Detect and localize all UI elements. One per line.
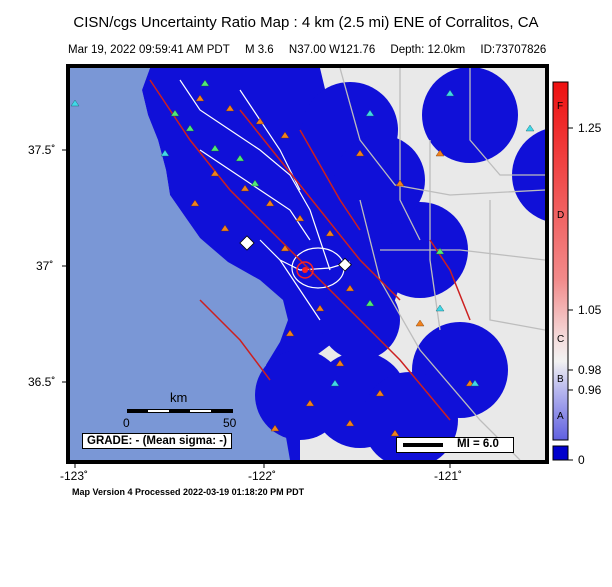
colorbar-value-0-98: 0.98 <box>578 363 602 377</box>
lon-label-122: -122˚ <box>248 469 277 483</box>
event-depth: Depth: 12.0km <box>390 44 466 56</box>
event-id: ID:73707826 <box>480 44 547 56</box>
lat-label-37-5: 37.5˚ <box>28 143 56 157</box>
map-area <box>70 68 545 460</box>
map-title: CISN/cgs Uncertainty Ratio Map : 4 km (2… <box>73 14 539 31</box>
epicenter-marker <box>296 261 314 279</box>
grade-letter-d: D <box>557 210 565 221</box>
stations-orange <box>190 94 475 437</box>
highway-shields <box>239 235 352 272</box>
faults <box>149 79 471 421</box>
colorbar-value-1-05: 1.05 <box>578 303 602 317</box>
grade-letter-b: B <box>557 374 564 385</box>
scale-end: 50 <box>223 416 237 430</box>
stations-cyan <box>70 89 535 387</box>
mi-label: MI = 6.0 <box>457 438 499 450</box>
lon-label-121: -121˚ <box>434 469 463 483</box>
colorbar-value-1-25: 1.25 <box>578 121 602 135</box>
lat-label-36-5: 36.5˚ <box>28 375 56 389</box>
mi-bar <box>403 443 443 447</box>
stations-green <box>170 79 445 307</box>
map-version-footer: Map Version 4 Processed 2022-03-19 01:18… <box>72 487 305 497</box>
event-magnitude: M 3.6 <box>244 44 274 56</box>
lon-label-123: -123˚ <box>60 469 89 483</box>
event-info: Mar 19, 2022 09:59:41 AM PDT M 3.6 N37.0… <box>68 44 558 56</box>
lat-label-37: 37˚ <box>36 259 54 273</box>
grade-box: GRADE: - (Mean sigma: -) <box>82 433 232 449</box>
scale-bar <box>127 409 233 413</box>
scale-unit: km <box>170 390 188 405</box>
roads <box>339 68 545 460</box>
grade-letter-a: A <box>557 411 564 422</box>
colorbar-value-0: 0 <box>578 453 585 467</box>
mi-box: MI = 6.0 <box>396 437 514 453</box>
axis-ticks <box>62 149 451 468</box>
grade-letter-f: F <box>557 101 564 112</box>
event-location: N37.00 W121.76 <box>288 44 376 56</box>
colorbar-value-0-96: 0.96 <box>578 383 602 397</box>
colorbar <box>552 81 573 461</box>
grade-letter-c: C <box>557 334 565 345</box>
scale-start: 0 <box>123 416 130 430</box>
event-date: Mar 19, 2022 09:59:41 AM PDT <box>68 44 230 56</box>
